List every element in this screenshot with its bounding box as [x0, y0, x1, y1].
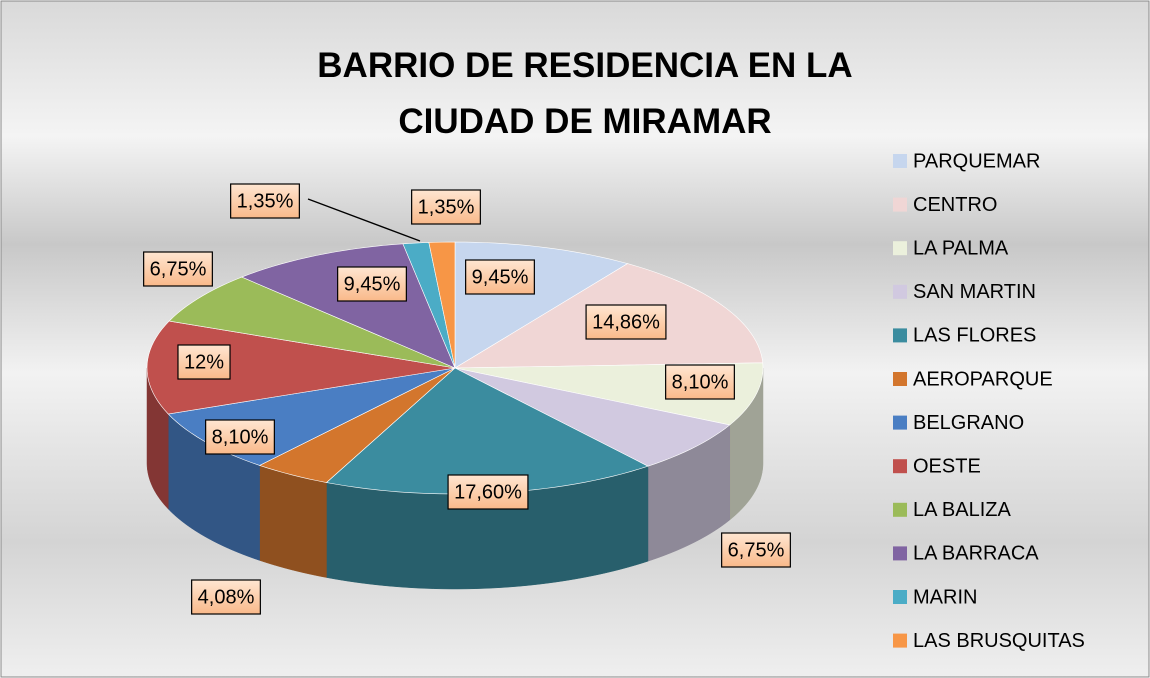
data-label-box — [465, 259, 535, 295]
legend: PARQUEMAR CENTRO LA PALMA SAN MARTIN LAS FLO… — [893, 150, 1085, 652]
legend-swatch — [893, 154, 907, 168]
legend-swatch — [893, 372, 907, 386]
data-label-box — [230, 183, 300, 219]
legend-label: SAN MARTIN — [913, 281, 1036, 303]
legend-label: LAS BRUSQUITAS — [913, 630, 1085, 652]
data-label-box — [205, 419, 275, 455]
leader-line — [307, 198, 421, 242]
legend-swatch — [893, 459, 907, 474]
legend-label: LA BARRACA — [913, 543, 1039, 565]
data-label-box — [177, 344, 231, 380]
data-label-box — [447, 474, 529, 510]
data-label: 6,75% — [150, 258, 207, 280]
data-label-box — [411, 189, 481, 225]
data-label-box — [143, 251, 213, 287]
data-label: 9,45% — [344, 273, 401, 295]
data-label-box — [191, 579, 261, 615]
legend-swatch — [893, 241, 907, 256]
legend-swatch — [893, 502, 907, 517]
legend-label: OESTE — [913, 455, 981, 477]
slice-side — [259, 465, 327, 578]
legend-swatch — [893, 633, 907, 648]
legend-label: CENTRO — [913, 194, 997, 216]
legend-label: LA BALIZA — [913, 499, 1011, 521]
pie — [146, 241, 764, 590]
data-labels: 9,45% 14,86% 8,10% 6,75% 17,60% 4,08% 8,10% 12%… — [143, 183, 791, 615]
legend-swatch — [893, 590, 907, 604]
data-label: 1,35% — [237, 190, 294, 212]
data-label: 12% — [184, 351, 224, 373]
data-label: 17,60% — [454, 481, 522, 503]
slice — [428, 241, 456, 369]
data-label: 8,10% — [212, 426, 269, 448]
legend-swatch — [893, 546, 907, 561]
slice — [454, 367, 731, 467]
legend-swatch — [893, 415, 907, 430]
slice — [168, 276, 456, 369]
data-label: 1,35% — [418, 196, 475, 218]
slice — [146, 320, 456, 415]
legend-label: MARIN — [913, 586, 977, 608]
legend-label: AEROPARQUE — [913, 368, 1053, 390]
data-label: 4,08% — [198, 586, 255, 608]
chart-title: BARRIO DE RESIDENCIA EN LA CIUDAD DE MIR… — [317, 46, 853, 141]
data-label-box — [337, 266, 407, 302]
legend-label: BELGRANO — [913, 412, 1024, 434]
data-label-box — [665, 364, 735, 400]
legend-swatch — [893, 328, 907, 343]
legend-label: LA PALMA — [913, 237, 1009, 259]
legend-swatch — [893, 197, 907, 212]
slice — [258, 367, 456, 483]
legend-swatch — [893, 284, 907, 299]
data-label: 9,45% — [472, 266, 529, 288]
data-label: 6,75% — [728, 539, 785, 561]
legend-label: LAS FLORES — [913, 325, 1036, 347]
data-label-box — [721, 532, 791, 568]
data-label: 8,10% — [672, 371, 729, 393]
legend-label: PARQUEMAR — [913, 150, 1040, 172]
data-label: 14,86% — [592, 311, 660, 333]
data-label-box — [585, 304, 667, 340]
